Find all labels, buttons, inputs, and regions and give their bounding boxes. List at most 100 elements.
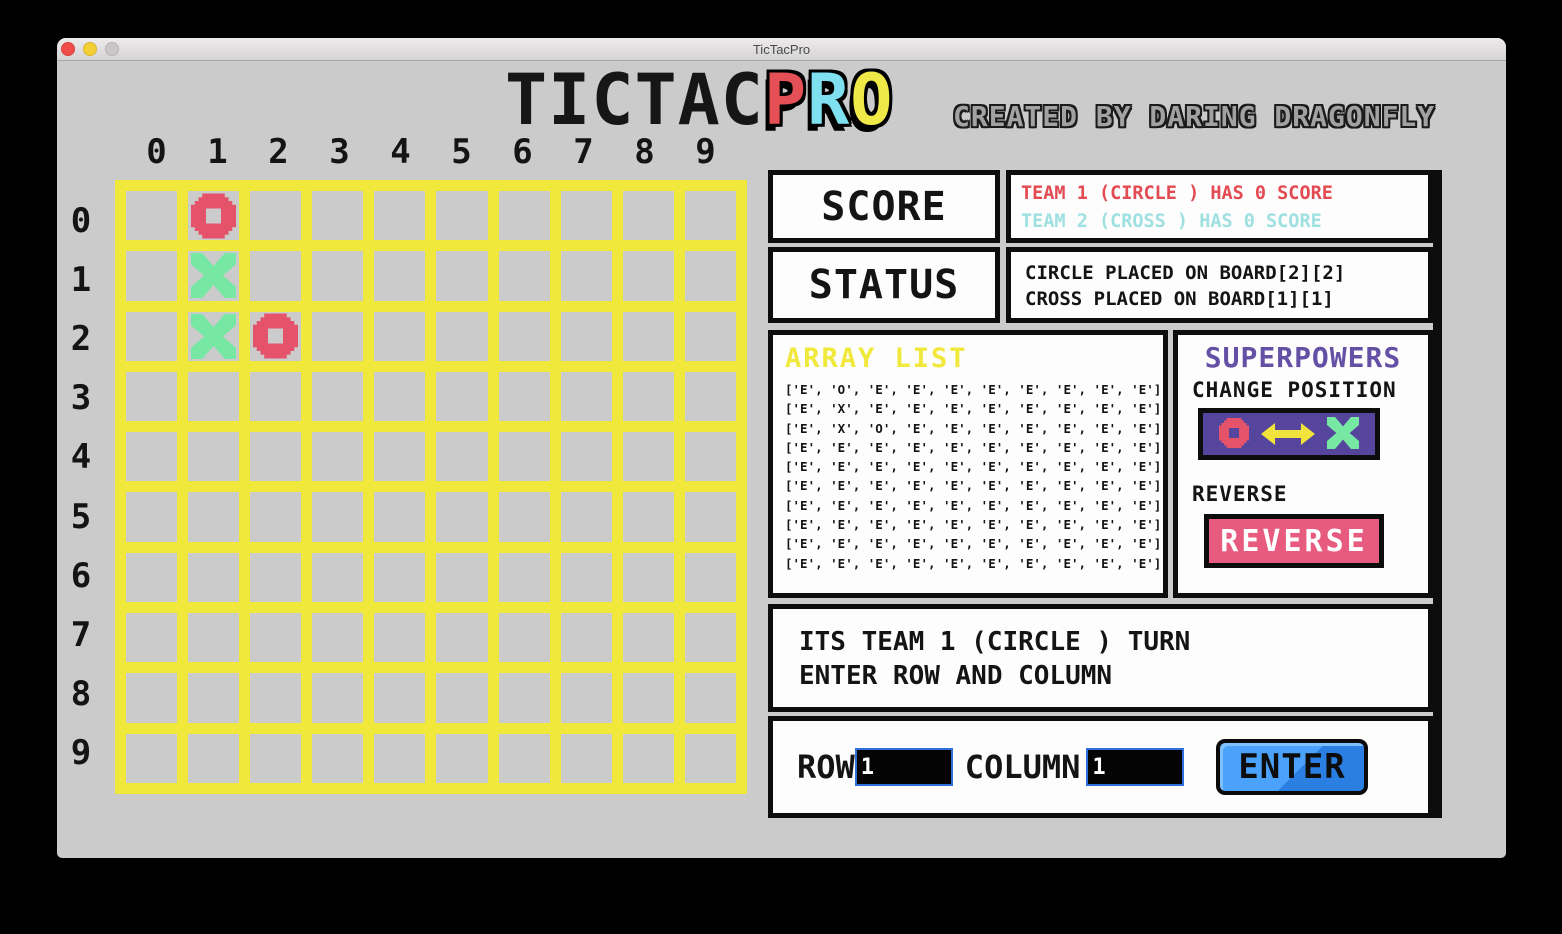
board-cell-5-9[interactable] bbox=[684, 492, 736, 542]
board-cell-0-8[interactable] bbox=[622, 191, 674, 241]
board-cell-1-3[interactable] bbox=[312, 251, 364, 301]
board-cell-8-2[interactable] bbox=[250, 673, 302, 723]
board-cell-1-9[interactable] bbox=[684, 251, 736, 301]
board-cell-9-6[interactable] bbox=[498, 733, 550, 783]
board-cell-4-6[interactable] bbox=[498, 432, 550, 482]
board-cell-6-4[interactable] bbox=[374, 552, 426, 603]
board-cell-0-2[interactable] bbox=[250, 191, 302, 241]
board-cell-7-9[interactable] bbox=[684, 613, 736, 663]
minimize-button[interactable] bbox=[83, 42, 97, 56]
board-cell-7-0[interactable] bbox=[126, 613, 178, 663]
board-cell-3-7[interactable] bbox=[560, 371, 612, 422]
board-cell-0-7[interactable] bbox=[560, 191, 612, 241]
reverse-button[interactable]: REVERSE bbox=[1204, 514, 1384, 568]
board-cell-6-6[interactable] bbox=[498, 552, 550, 603]
change-position-button[interactable] bbox=[1198, 408, 1380, 460]
zoom-button[interactable] bbox=[105, 42, 119, 56]
board-cell-0-1[interactable] bbox=[188, 191, 240, 241]
board-cell-4-2[interactable] bbox=[250, 432, 302, 482]
board-cell-9-5[interactable] bbox=[436, 733, 488, 783]
board-cell-4-3[interactable] bbox=[312, 432, 364, 482]
board-cell-6-8[interactable] bbox=[622, 552, 674, 603]
board-cell-4-5[interactable] bbox=[436, 432, 488, 482]
board-cell-4-7[interactable] bbox=[560, 432, 612, 482]
board-cell-3-8[interactable] bbox=[622, 371, 674, 422]
window-titlebar[interactable]: TicTacPro bbox=[57, 38, 1506, 61]
board-cell-7-5[interactable] bbox=[436, 613, 488, 663]
board-cell-1-6[interactable] bbox=[498, 251, 550, 301]
board-cell-6-2[interactable] bbox=[250, 552, 302, 603]
board-cell-9-9[interactable] bbox=[684, 733, 736, 783]
board-cell-0-4[interactable] bbox=[374, 191, 426, 241]
board-cell-8-5[interactable] bbox=[436, 673, 488, 723]
board-cell-7-7[interactable] bbox=[560, 613, 612, 663]
board-cell-4-8[interactable] bbox=[622, 432, 674, 482]
board-cell-5-3[interactable] bbox=[312, 492, 364, 542]
board-cell-6-1[interactable] bbox=[188, 552, 240, 603]
board-cell-8-8[interactable] bbox=[622, 673, 674, 723]
board-cell-6-9[interactable] bbox=[684, 552, 736, 603]
column-input[interactable] bbox=[1086, 748, 1185, 786]
board-cell-7-2[interactable] bbox=[250, 613, 302, 663]
board-cell-2-7[interactable] bbox=[560, 311, 612, 361]
board-cell-1-1[interactable] bbox=[188, 251, 240, 301]
board-cell-5-1[interactable] bbox=[188, 492, 240, 542]
board-cell-8-6[interactable] bbox=[498, 673, 550, 723]
board-cell-2-0[interactable] bbox=[126, 311, 178, 361]
board-cell-3-2[interactable] bbox=[250, 371, 302, 422]
board-cell-0-0[interactable] bbox=[126, 191, 178, 241]
board-cell-2-6[interactable] bbox=[498, 311, 550, 361]
board-cell-0-5[interactable] bbox=[436, 191, 488, 241]
board-cell-8-9[interactable] bbox=[684, 673, 736, 723]
board-cell-6-5[interactable] bbox=[436, 552, 488, 603]
board-cell-1-5[interactable] bbox=[436, 251, 488, 301]
board-cell-7-4[interactable] bbox=[374, 613, 426, 663]
board-cell-3-5[interactable] bbox=[436, 371, 488, 422]
board-cell-6-0[interactable] bbox=[126, 552, 178, 603]
board-cell-7-6[interactable] bbox=[498, 613, 550, 663]
board-cell-0-6[interactable] bbox=[498, 191, 550, 241]
board-cell-8-3[interactable] bbox=[312, 673, 364, 723]
board-cell-0-9[interactable] bbox=[684, 191, 736, 241]
board-cell-2-2[interactable] bbox=[250, 311, 302, 361]
board-cell-9-1[interactable] bbox=[188, 733, 240, 783]
board-cell-3-1[interactable] bbox=[188, 371, 240, 422]
enter-button[interactable]: ENTER bbox=[1216, 739, 1368, 795]
board-cell-6-7[interactable] bbox=[560, 552, 612, 603]
board-cell-8-1[interactable] bbox=[188, 673, 240, 723]
board-cell-5-5[interactable] bbox=[436, 492, 488, 542]
board-cell-7-3[interactable] bbox=[312, 613, 364, 663]
board-cell-5-2[interactable] bbox=[250, 492, 302, 542]
board-cell-5-8[interactable] bbox=[622, 492, 674, 542]
board-cell-8-0[interactable] bbox=[126, 673, 178, 723]
board-cell-2-8[interactable] bbox=[622, 311, 674, 361]
board-cell-7-1[interactable] bbox=[188, 613, 240, 663]
board-cell-4-4[interactable] bbox=[374, 432, 426, 482]
board-cell-9-8[interactable] bbox=[622, 733, 674, 783]
board-cell-2-4[interactable] bbox=[374, 311, 426, 361]
board-cell-0-3[interactable] bbox=[312, 191, 364, 241]
board-cell-5-0[interactable] bbox=[126, 492, 178, 542]
board-cell-9-2[interactable] bbox=[250, 733, 302, 783]
board-cell-4-0[interactable] bbox=[126, 432, 178, 482]
board-cell-3-0[interactable] bbox=[126, 371, 178, 422]
board-cell-5-6[interactable] bbox=[498, 492, 550, 542]
board-cell-4-9[interactable] bbox=[684, 432, 736, 482]
board-cell-3-6[interactable] bbox=[498, 371, 550, 422]
board-cell-2-5[interactable] bbox=[436, 311, 488, 361]
board-cell-9-4[interactable] bbox=[374, 733, 426, 783]
board-cell-1-8[interactable] bbox=[622, 251, 674, 301]
board-cell-2-3[interactable] bbox=[312, 311, 364, 361]
board-cell-3-3[interactable] bbox=[312, 371, 364, 422]
board-cell-9-3[interactable] bbox=[312, 733, 364, 783]
board-cell-3-4[interactable] bbox=[374, 371, 426, 422]
board-cell-8-4[interactable] bbox=[374, 673, 426, 723]
board-cell-2-1[interactable] bbox=[188, 311, 240, 361]
board-cell-8-7[interactable] bbox=[560, 673, 612, 723]
close-button[interactable] bbox=[61, 42, 75, 56]
board-cell-1-0[interactable] bbox=[126, 251, 178, 301]
board-cell-5-7[interactable] bbox=[560, 492, 612, 542]
board-cell-6-3[interactable] bbox=[312, 552, 364, 603]
board-cell-4-1[interactable] bbox=[188, 432, 240, 482]
board-cell-9-0[interactable] bbox=[126, 733, 178, 783]
